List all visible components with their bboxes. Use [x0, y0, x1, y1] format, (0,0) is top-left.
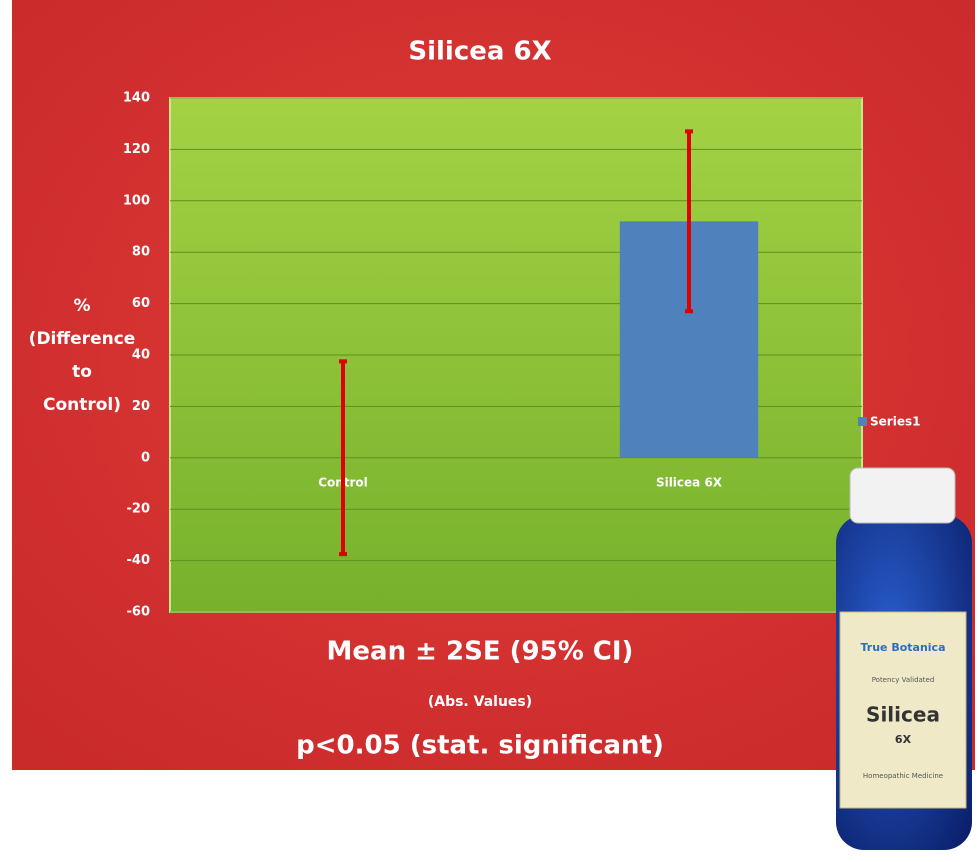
y-tick-label: 100	[123, 193, 150, 208]
y-tick-label: -20	[127, 502, 151, 517]
annotation: (Abs. Values)	[428, 694, 532, 710]
bottle-cap	[849, 467, 956, 524]
y-tick-label: 140	[123, 91, 150, 106]
product-name: Silicea	[866, 703, 940, 727]
y-axis-label: Control)	[43, 395, 121, 415]
y-tick-label: 60	[132, 296, 150, 311]
product-bottle: True Botanica Potency Validated Silicea …	[836, 467, 972, 850]
tagline: Potency Validated	[872, 676, 935, 684]
legend-swatch	[858, 417, 867, 426]
brand: True Botanica	[860, 641, 945, 654]
chart-title: Silicea 6X	[408, 37, 551, 67]
y-tick-label: 120	[123, 142, 150, 157]
y-tick-label: 20	[132, 399, 150, 414]
y-axis-label: to	[72, 362, 92, 382]
y-tick-label: -60	[127, 605, 151, 620]
y-tick-label: 80	[132, 245, 150, 260]
legend-label: Series1	[870, 415, 920, 429]
y-axis-label: %	[73, 296, 90, 316]
y-axis-label: (Difference	[29, 329, 136, 349]
x-tick-label: Silicea 6X	[656, 475, 723, 489]
potency: 6X	[895, 733, 912, 746]
y-tick-label: -40	[127, 553, 151, 568]
annotation: p<0.05 (stat. significant)	[296, 731, 664, 761]
y-tick-label: 40	[132, 348, 150, 363]
error-bar	[685, 129, 693, 314]
y-tick-label: 0	[141, 450, 150, 465]
annotation: Mean ± 2SE (95% CI)	[327, 637, 634, 667]
bottle-label	[839, 611, 967, 809]
footer: Homeopathic Medicine	[863, 772, 943, 780]
error-bar	[339, 359, 347, 557]
